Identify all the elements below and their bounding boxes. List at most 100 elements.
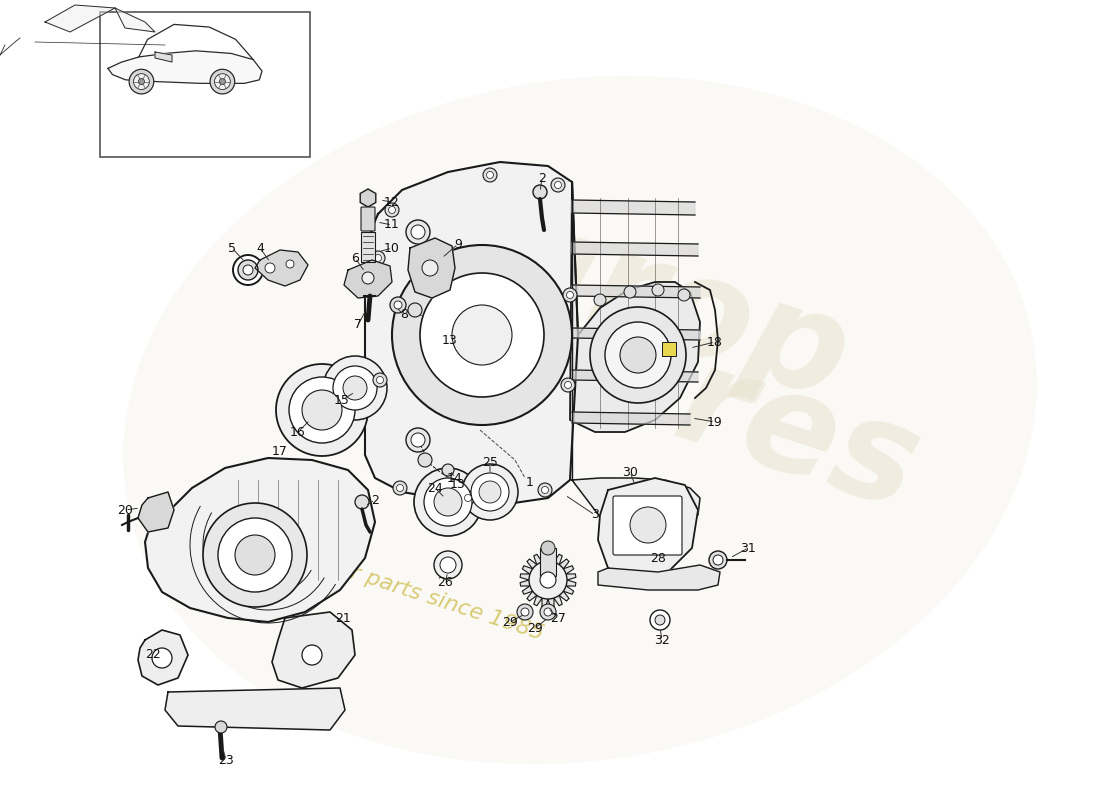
- Text: 15: 15: [334, 394, 350, 406]
- Circle shape: [139, 78, 144, 85]
- Circle shape: [594, 294, 606, 306]
- Polygon shape: [108, 50, 262, 83]
- Circle shape: [541, 486, 549, 494]
- Text: 10: 10: [384, 242, 400, 254]
- FancyBboxPatch shape: [361, 207, 375, 231]
- Text: 19: 19: [707, 415, 723, 429]
- Polygon shape: [572, 328, 700, 340]
- Circle shape: [452, 305, 512, 365]
- Circle shape: [464, 494, 472, 502]
- Circle shape: [265, 263, 275, 273]
- Text: 32: 32: [654, 634, 670, 646]
- Text: 12: 12: [384, 195, 400, 209]
- Bar: [100, 12, 310, 157]
- Circle shape: [323, 356, 387, 420]
- FancyBboxPatch shape: [361, 232, 375, 262]
- Polygon shape: [255, 250, 308, 286]
- Circle shape: [630, 507, 666, 543]
- Circle shape: [390, 297, 406, 313]
- Polygon shape: [365, 162, 578, 505]
- Text: 20: 20: [117, 503, 133, 517]
- Circle shape: [551, 178, 565, 192]
- Circle shape: [420, 273, 544, 397]
- Circle shape: [129, 70, 154, 94]
- Circle shape: [541, 541, 556, 555]
- Text: 31: 31: [740, 542, 756, 554]
- Polygon shape: [572, 285, 700, 298]
- Circle shape: [434, 488, 462, 516]
- Circle shape: [483, 168, 497, 182]
- Text: a passion for parts since 1985: a passion for parts since 1985: [220, 521, 546, 644]
- Text: 2: 2: [371, 494, 378, 506]
- Circle shape: [408, 303, 422, 317]
- FancyBboxPatch shape: [540, 548, 556, 576]
- Text: 1: 1: [526, 475, 534, 489]
- Text: 8: 8: [400, 309, 408, 322]
- Text: 29: 29: [527, 622, 543, 634]
- Polygon shape: [572, 412, 690, 425]
- Text: res: res: [660, 334, 935, 539]
- Circle shape: [204, 503, 307, 607]
- Text: 2: 2: [538, 171, 546, 185]
- Text: 9: 9: [454, 238, 462, 250]
- Circle shape: [563, 288, 578, 302]
- Bar: [662, 342, 676, 356]
- Circle shape: [243, 265, 253, 275]
- Text: 27: 27: [550, 611, 565, 625]
- Circle shape: [302, 645, 322, 665]
- Circle shape: [302, 390, 342, 430]
- Circle shape: [210, 70, 234, 94]
- Circle shape: [440, 557, 456, 573]
- Circle shape: [343, 376, 367, 400]
- Polygon shape: [572, 242, 698, 256]
- FancyBboxPatch shape: [613, 496, 682, 555]
- Text: 23: 23: [218, 754, 234, 766]
- Circle shape: [393, 481, 407, 495]
- Polygon shape: [145, 458, 375, 622]
- Text: 24: 24: [427, 482, 443, 494]
- Circle shape: [710, 551, 727, 569]
- Text: 14: 14: [447, 471, 463, 485]
- Circle shape: [392, 245, 572, 425]
- Circle shape: [422, 260, 438, 276]
- Circle shape: [276, 364, 369, 456]
- Circle shape: [540, 604, 556, 620]
- Circle shape: [373, 373, 387, 387]
- Circle shape: [214, 74, 230, 90]
- Polygon shape: [155, 52, 172, 62]
- Circle shape: [385, 203, 399, 217]
- Circle shape: [554, 182, 561, 189]
- Circle shape: [605, 322, 671, 388]
- Circle shape: [214, 721, 227, 733]
- Polygon shape: [138, 492, 174, 532]
- Circle shape: [540, 572, 556, 588]
- Polygon shape: [598, 478, 698, 578]
- Text: 29: 29: [502, 615, 518, 629]
- Circle shape: [486, 171, 494, 178]
- Circle shape: [434, 551, 462, 579]
- Text: 22: 22: [145, 648, 161, 661]
- Circle shape: [471, 473, 509, 511]
- Polygon shape: [165, 688, 345, 730]
- Text: 25: 25: [482, 455, 498, 469]
- Polygon shape: [360, 189, 376, 207]
- Circle shape: [442, 464, 454, 476]
- Text: 21: 21: [336, 612, 351, 625]
- Circle shape: [376, 377, 384, 383]
- Polygon shape: [570, 182, 700, 432]
- Circle shape: [414, 468, 482, 536]
- Text: europ: europ: [390, 159, 866, 429]
- Circle shape: [529, 561, 566, 599]
- Circle shape: [355, 495, 368, 509]
- Circle shape: [219, 78, 225, 85]
- Circle shape: [652, 284, 664, 296]
- Circle shape: [590, 307, 686, 403]
- Text: 5: 5: [228, 242, 236, 254]
- Polygon shape: [572, 478, 700, 535]
- Circle shape: [624, 286, 636, 298]
- Circle shape: [478, 481, 500, 503]
- Text: 13: 13: [442, 334, 458, 346]
- Circle shape: [286, 260, 294, 268]
- Polygon shape: [138, 630, 188, 685]
- Circle shape: [388, 206, 396, 214]
